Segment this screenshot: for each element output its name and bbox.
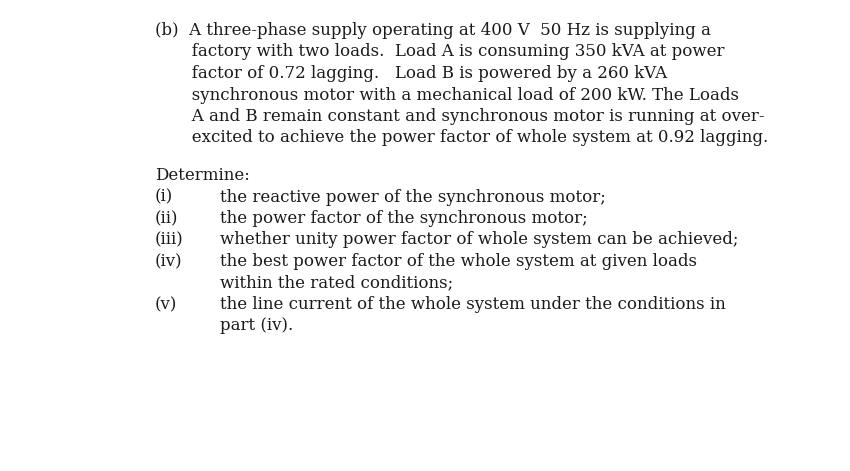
Text: the reactive power of the synchronous motor;: the reactive power of the synchronous mo… [220,188,606,205]
Text: within the rated conditions;: within the rated conditions; [220,275,453,292]
Text: the power factor of the synchronous motor;: the power factor of the synchronous moto… [220,210,587,227]
Text: (b)  A three-phase supply operating at 400 V  50 Hz is supplying a: (b) A three-phase supply operating at 40… [155,22,711,39]
Text: (ii): (ii) [155,210,178,227]
Text: (iv): (iv) [155,253,183,270]
Text: Determine:: Determine: [155,167,250,184]
Text: factory with two loads.  Load A is consuming 350 kVA at power: factory with two loads. Load A is consum… [155,43,724,60]
Text: the best power factor of the whole system at given loads: the best power factor of the whole syste… [220,253,697,270]
Text: A and B remain constant and synchronous motor is running at over-: A and B remain constant and synchronous … [155,108,764,125]
Text: (iii): (iii) [155,232,184,249]
Text: synchronous motor with a mechanical load of 200 kW. The Loads: synchronous motor with a mechanical load… [155,87,739,104]
Text: (v): (v) [155,296,178,313]
Text: factor of 0.72 lagging.   Load B is powered by a 260 kVA: factor of 0.72 lagging. Load B is powere… [155,65,667,82]
Text: whether unity power factor of whole system can be achieved;: whether unity power factor of whole syst… [220,232,739,249]
Text: excited to achieve the power factor of whole system at 0.92 lagging.: excited to achieve the power factor of w… [155,130,768,146]
Text: part (iv).: part (iv). [220,317,293,334]
Text: the line current of the whole system under the conditions in: the line current of the whole system und… [220,296,726,313]
Text: (i): (i) [155,188,173,205]
